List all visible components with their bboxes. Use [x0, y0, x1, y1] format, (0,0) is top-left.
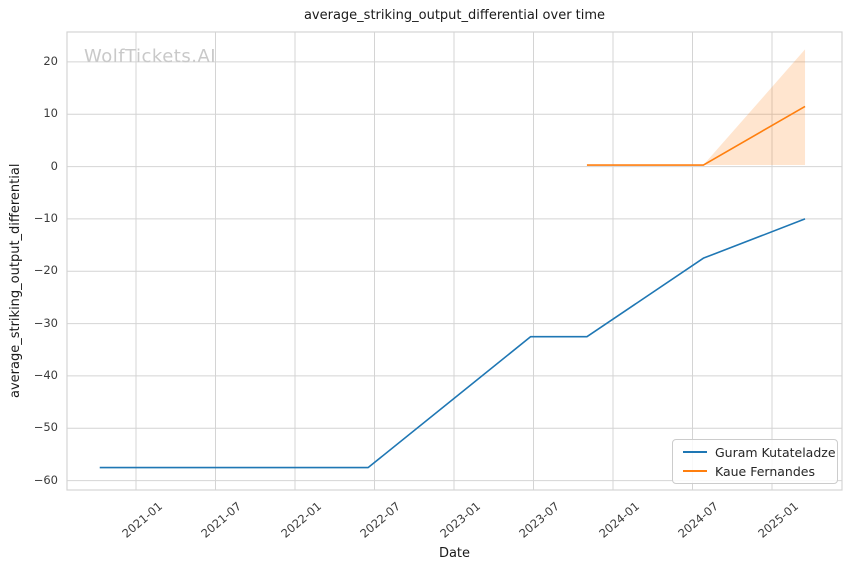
series-line-guram-kutateladze [99, 218, 806, 469]
legend-label: Guram Kutateladze [715, 444, 836, 460]
watermark: WolfTickets.AI [84, 46, 217, 67]
legend-item-guram-kutateladze: Guram Kutateladze [673, 445, 837, 460]
plot-border [66, 31, 843, 491]
x-axis-label: Date [438, 546, 471, 561]
legend-line-swatch-blue [683, 451, 707, 453]
legend-label: Kaue Fernandes [715, 463, 815, 479]
chart-title: average_striking_output_differential ove… [303, 8, 606, 23]
legend: Guram Kutateladze Kaue Fernandes [672, 439, 838, 484]
series-line-kaue-fernandes [586, 105, 806, 166]
legend-item-kaue-fernandes: Kaue Fernandes [673, 464, 837, 479]
legend-line-swatch-orange [683, 470, 707, 472]
confidence-band [703, 49, 806, 166]
y-axis-label: average_striking_output_differential [8, 163, 23, 398]
